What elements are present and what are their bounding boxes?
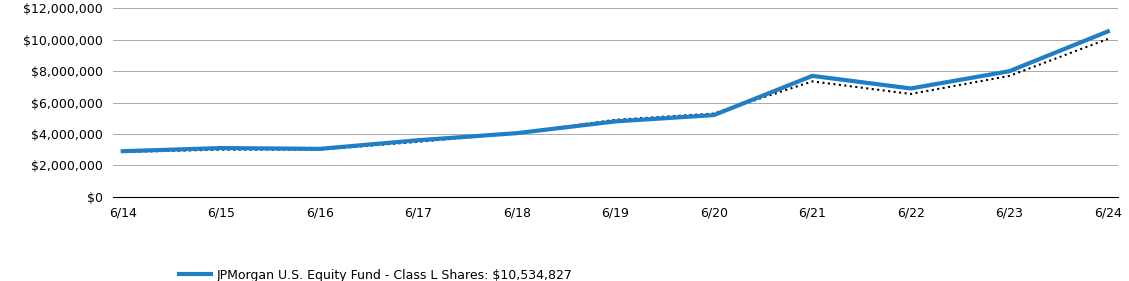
S&P 500 Index: $10,056,193: (3, 3.5e+06): $10,056,193: (3, 3.5e+06) [411, 140, 425, 144]
JPMorgan U.S. Equity Fund - Class L Shares: $10,534,827: (9, 8e+06): $10,534,827: (9, 8e+06) [1003, 69, 1016, 73]
S&P 500 Index: $10,056,193: (0, 2.85e+06): $10,056,193: (0, 2.85e+06) [116, 150, 130, 154]
S&P 500 Index: $10,056,193: (9, 7.7e+06): $10,056,193: (9, 7.7e+06) [1003, 74, 1016, 78]
S&P 500 Index: $10,056,193: (6, 5.3e+06): $10,056,193: (6, 5.3e+06) [707, 112, 720, 115]
S&P 500 Index: $10,056,193: (8, 6.55e+06): $10,056,193: (8, 6.55e+06) [904, 92, 918, 96]
JPMorgan U.S. Equity Fund - Class L Shares: $10,534,827: (6, 5.2e+06): $10,534,827: (6, 5.2e+06) [707, 114, 720, 117]
S&P 500 Index: $10,056,193: (7, 7.35e+06): $10,056,193: (7, 7.35e+06) [806, 80, 820, 83]
JPMorgan U.S. Equity Fund - Class L Shares: $10,534,827: (0, 2.9e+06): $10,534,827: (0, 2.9e+06) [116, 149, 130, 153]
Line: S&P 500 Index: $10,056,193: S&P 500 Index: $10,056,193 [123, 39, 1108, 152]
S&P 500 Index: $10,056,193: (2, 3e+06): $10,056,193: (2, 3e+06) [313, 148, 326, 151]
JPMorgan U.S. Equity Fund - Class L Shares: $10,534,827: (8, 6.9e+06): $10,534,827: (8, 6.9e+06) [904, 87, 918, 90]
Legend: JPMorgan U.S. Equity Fund - Class L Shares: $10,534,827, S&P 500 Index: $10,056,: JPMorgan U.S. Equity Fund - Class L Shar… [180, 269, 572, 281]
JPMorgan U.S. Equity Fund - Class L Shares: $10,534,827: (4, 4.05e+06): $10,534,827: (4, 4.05e+06) [510, 132, 524, 135]
JPMorgan U.S. Equity Fund - Class L Shares: $10,534,827: (2, 3.05e+06): $10,534,827: (2, 3.05e+06) [313, 147, 326, 151]
JPMorgan U.S. Equity Fund - Class L Shares: $10,534,827: (7, 7.7e+06): $10,534,827: (7, 7.7e+06) [806, 74, 820, 78]
S&P 500 Index: $10,056,193: (1, 3e+06): $10,056,193: (1, 3e+06) [215, 148, 228, 151]
Line: JPMorgan U.S. Equity Fund - Class L Shares: $10,534,827: JPMorgan U.S. Equity Fund - Class L Shar… [123, 31, 1108, 151]
S&P 500 Index: $10,056,193: (5, 4.9e+06): $10,056,193: (5, 4.9e+06) [609, 118, 622, 121]
JPMorgan U.S. Equity Fund - Class L Shares: $10,534,827: (5, 4.8e+06): $10,534,827: (5, 4.8e+06) [609, 120, 622, 123]
S&P 500 Index: $10,056,193: (10, 1.01e+07): $10,056,193: (10, 1.01e+07) [1101, 37, 1114, 41]
JPMorgan U.S. Equity Fund - Class L Shares: $10,534,827: (1, 3.1e+06): $10,534,827: (1, 3.1e+06) [215, 146, 228, 150]
JPMorgan U.S. Equity Fund - Class L Shares: $10,534,827: (10, 1.05e+07): $10,534,827: (10, 1.05e+07) [1101, 30, 1114, 33]
S&P 500 Index: $10,056,193: (4, 4.05e+06): $10,056,193: (4, 4.05e+06) [510, 132, 524, 135]
JPMorgan U.S. Equity Fund - Class L Shares: $10,534,827: (3, 3.6e+06): $10,534,827: (3, 3.6e+06) [411, 139, 425, 142]
